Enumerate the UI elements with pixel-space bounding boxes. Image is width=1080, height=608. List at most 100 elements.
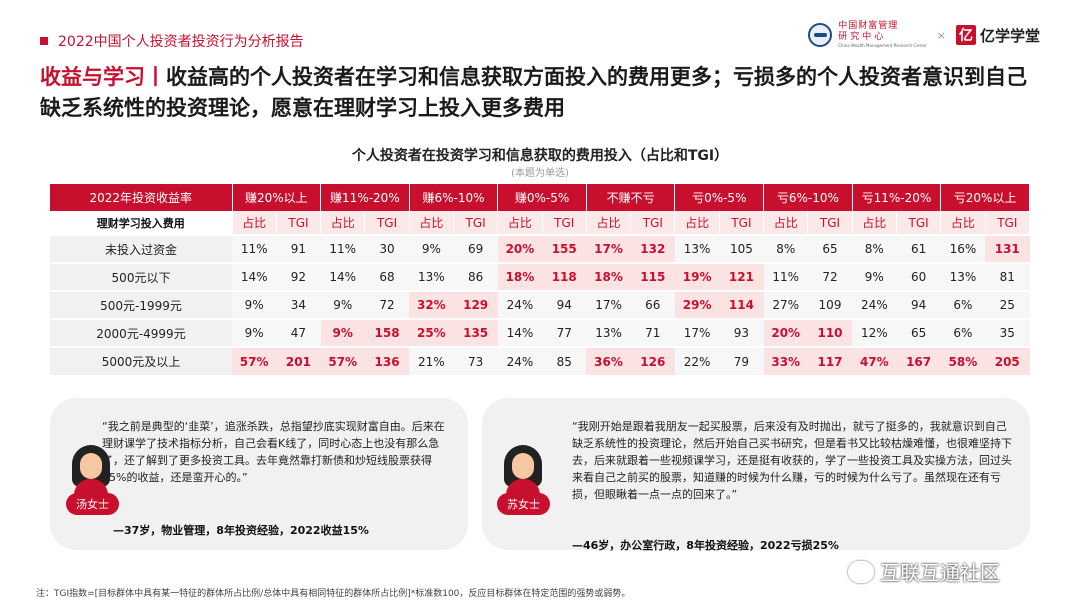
quote-text-1: “我之前是典型的‘韭菜’，追涨杀跌，总指望抄底实现财富自由。后来在理财课学了技术… [102,420,445,484]
quote-text-2: “我刚开始是跟着我朋友一起买股票，后来没有及时抛出，就亏了挺多的，我就意识到自己… [572,420,1012,501]
table-cell: 9% [409,234,454,263]
logos: 中国财富管理 研究中心 China Wealth Management Rese… [808,22,1040,48]
group-header: 亏11%-20% [852,184,942,211]
footnote: 注：TGI指数=[目标群体中具有某一特征的群体所占比例/总体中具有相同特征的群体… [36,589,631,599]
table-cell: 47% [852,346,897,375]
table-cell: 17% [674,318,720,347]
table-cell: 155 [542,234,587,263]
table-row: 5000元及以上 57% 201 57% 136 21% 73 24% 85 36% 126 22% 7… [50,346,1030,375]
table-cell: 131 [985,234,1030,263]
table-cell: 115 [630,262,675,291]
table-cell: 109 [807,290,853,319]
table-cell: 158 [364,318,410,347]
table-cell: 201 [276,346,321,375]
avatar-female-icon [70,445,112,497]
corner-label: 2022年投资收益率 [50,184,233,211]
headline-tag: 收益与学习丨 [40,65,166,89]
chart-title: 个人投资者在投资学习和信息获取的费用投入（占比和TGI） [351,148,729,164]
row-label: 500元-1999元 [50,290,232,319]
table-cell: 35 [985,318,1030,347]
report-title-text: 2022中国个人投资者投资行为分析报告 [58,34,304,50]
table-row: 未投入过资金 11% 91 11% 30 9% 69 20% 155 17% 132 13% 105 8%… [50,234,1030,263]
table-cell: 25% [409,318,454,347]
table-cell: 114 [719,290,764,319]
table-cell: 73 [453,346,498,375]
group-header: 赚11%-20% [320,184,410,211]
table-cell: 65 [896,318,941,347]
table-cell: 117 [807,346,853,375]
table-cell: 136 [364,346,410,375]
table-cell: 33% [763,346,808,375]
table-cell: 9% [320,318,365,347]
subcolumn-header: TGI [896,211,942,235]
table-cell: 11% [763,262,808,291]
group-header: 赚0%-5% [497,184,587,211]
table-cell: 13% [674,234,720,263]
table-cell: 13% [940,262,986,291]
subcolumn-header: 占比 [320,211,366,235]
group-header: 赚6%-10% [409,184,499,211]
group-header-row: 2022年投资收益率 赚20%以上 赚11%-20% 赚6%-10% 赚0%-5% 不赚… [50,184,1030,211]
table-cell: 11% [232,234,277,263]
subcolumn-header: TGI [630,211,676,235]
subcolumn-header: 占比 [852,211,897,235]
table-cell: 92 [276,262,321,291]
chart-subtitle: (本题为单选) [511,168,569,179]
quote-name-1: 汤女士 [66,493,119,515]
subcolumn-header: 占比 [409,211,454,235]
yixue-logo-text: 亿学学堂 [979,26,1040,45]
table-cell: 27% [763,290,808,319]
table-cell: 13% [586,318,631,347]
yixue-logo: 亿 亿学学堂 [955,25,1040,46]
table-cell: 32% [409,290,454,319]
table-cell: 14% [497,318,543,347]
watermark-text: 互联互通社区 [880,561,1000,585]
watermark: 互联互通社区 [848,557,1000,586]
table-cell: 24% [852,290,897,319]
table-cell: 6% [940,290,986,319]
table-row: 500元-1999元 9% 34 9% 72 32% 129 24% 94 17% 66 29% 114… [50,290,1030,319]
subcolumn-header: 占比 [232,211,277,235]
table-cell: 126 [630,346,675,375]
wechat-icon [848,560,874,583]
table-cell: 8% [852,234,897,263]
table-cell: 94 [542,290,587,319]
row-label: 5000元及以上 [50,346,232,375]
table-cell: 132 [630,234,675,263]
table-cell: 72 [807,262,853,291]
row-label: 2000元-4999元 [50,318,232,347]
data-table: 2022年投资收益率 赚20%以上 赚11%-20% 赚6%-10% 赚0%-5% 不赚… [50,184,1031,375]
table-cell: 65 [807,234,853,263]
subcolumn-header: TGI [453,211,499,235]
table-cell: 9% [232,318,277,347]
table-cell: 9% [852,262,897,291]
table-cell: 20% [763,318,808,347]
table-cell: 91 [276,234,321,263]
table-cell: 11% [320,234,365,263]
table-cell: 86 [453,262,498,291]
table-cell: 24% [497,290,543,319]
subcolumn-header: TGI [276,211,322,235]
table-cell: 19% [674,262,720,291]
table-cell: 20% [497,234,543,263]
table-cell: 121 [719,262,764,291]
subheader-row: 理财学习投入费用 占比 TGI 占比 TGI 占比 TGI 占比 TGI 占比 TGI 占比 TGI 占… [50,211,1031,235]
table-cell: 18% [586,262,631,291]
quote-attribution-2: —46岁，办公室行政，8年投资经验，2022亏损25% [572,539,839,552]
table-cell: 71 [630,318,675,347]
group-header: 赚20%以上 [232,184,322,211]
table-cell: 24% [497,346,543,375]
table-cell: 85 [542,346,587,375]
group-header: 亏0%-5% [674,184,765,211]
table-cell: 57% [320,346,365,375]
table-cell: 14% [232,262,277,291]
table-row: 2000元-4999元 9% 47 9% 158 25% 135 14% 77 13% 71 17% 9… [50,318,1030,347]
group-header: 亏20%以上 [940,184,1030,211]
subcolumn-header: 占比 [497,211,543,235]
table-cell: 18% [497,262,543,291]
table-cell: 17% [586,234,631,263]
subcolumn-header: 占比 [674,211,720,235]
logo1-line2: 研究中心 [838,32,887,42]
subcolumn-header: TGI [542,211,587,235]
quote-attribution-1: —37岁，物业管理，8年投资经验，2022收益15% [113,524,369,537]
